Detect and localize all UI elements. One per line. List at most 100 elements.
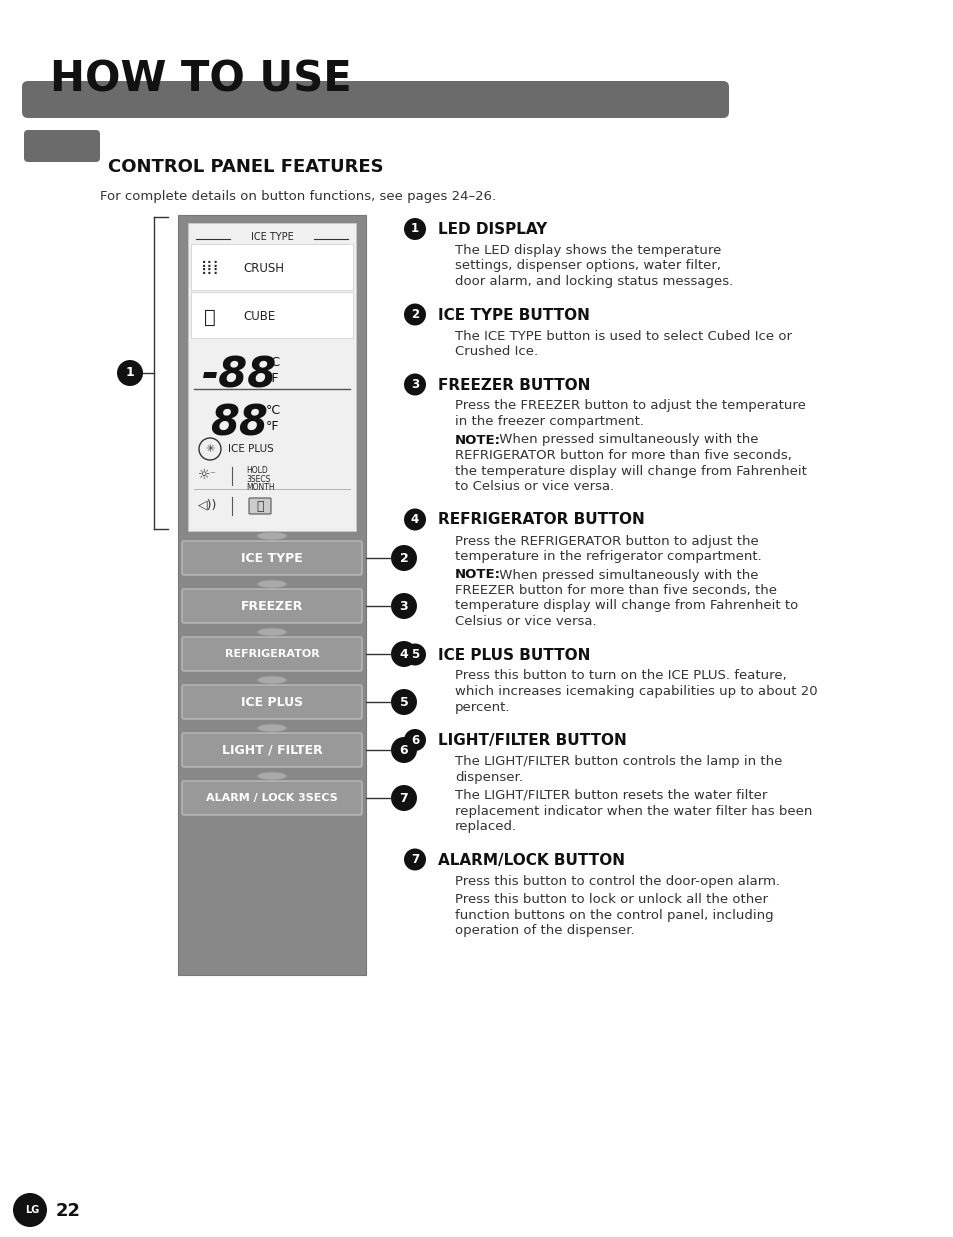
Text: 2: 2 bbox=[411, 308, 418, 320]
Text: 7: 7 bbox=[411, 854, 418, 866]
Circle shape bbox=[13, 1192, 47, 1227]
Circle shape bbox=[403, 508, 426, 531]
Text: FREEZER BUTTON: FREEZER BUTTON bbox=[437, 377, 590, 392]
Text: 🔒: 🔒 bbox=[256, 500, 263, 512]
Text: 〜: 〜 bbox=[204, 308, 215, 327]
Text: in the freezer compartment.: in the freezer compartment. bbox=[455, 414, 643, 428]
Text: When pressed simultaneously with the: When pressed simultaneously with the bbox=[495, 569, 758, 581]
Circle shape bbox=[403, 218, 426, 240]
Text: 1: 1 bbox=[126, 366, 134, 380]
Text: LIGHT/FILTER BUTTON: LIGHT/FILTER BUTTON bbox=[437, 734, 626, 748]
Text: ICE TYPE BUTTON: ICE TYPE BUTTON bbox=[437, 308, 589, 323]
Text: Press the REFRIGERATOR button to adjust the: Press the REFRIGERATOR button to adjust … bbox=[455, 534, 758, 548]
Circle shape bbox=[403, 729, 426, 751]
Text: °F: °F bbox=[266, 371, 279, 385]
Text: NOTE:: NOTE: bbox=[455, 433, 500, 447]
Text: ⁞⁞⁞: ⁞⁞⁞ bbox=[200, 260, 219, 278]
Text: ICE TYPE: ICE TYPE bbox=[251, 233, 294, 242]
Text: 3SECS: 3SECS bbox=[246, 475, 270, 484]
Text: When pressed simultaneously with the: When pressed simultaneously with the bbox=[495, 433, 758, 447]
Text: settings, dispenser options, water filter,: settings, dispenser options, water filte… bbox=[455, 260, 720, 272]
Ellipse shape bbox=[256, 675, 287, 684]
Text: dispenser.: dispenser. bbox=[455, 771, 522, 783]
Text: temperature display will change from Fahrenheit to: temperature display will change from Fah… bbox=[455, 600, 798, 612]
Text: temperature in the refrigerator compartment.: temperature in the refrigerator compartm… bbox=[455, 550, 760, 563]
FancyBboxPatch shape bbox=[188, 223, 355, 531]
Text: Press this button to turn on the ICE PLUS. feature,: Press this button to turn on the ICE PLU… bbox=[455, 669, 786, 683]
Text: 4: 4 bbox=[399, 647, 408, 661]
Text: ☼: ☼ bbox=[197, 468, 210, 482]
Text: Press this button to control the door-open alarm.: Press this button to control the door-op… bbox=[455, 875, 780, 887]
Text: function buttons on the control panel, including: function buttons on the control panel, i… bbox=[455, 908, 773, 922]
Text: ✳: ✳ bbox=[205, 444, 214, 454]
Circle shape bbox=[391, 737, 416, 763]
Circle shape bbox=[403, 643, 426, 666]
Text: 1: 1 bbox=[411, 223, 418, 235]
Circle shape bbox=[391, 689, 416, 715]
FancyBboxPatch shape bbox=[182, 637, 361, 670]
Text: ⁻: ⁻ bbox=[209, 470, 214, 480]
Text: replacement indicator when the water filter has been: replacement indicator when the water fil… bbox=[455, 804, 812, 818]
Text: ◁)): ◁)) bbox=[198, 499, 217, 512]
Text: ICE PLUS BUTTON: ICE PLUS BUTTON bbox=[437, 647, 590, 663]
Text: 5: 5 bbox=[399, 695, 408, 709]
Text: ICE PLUS: ICE PLUS bbox=[228, 444, 274, 454]
Text: ALARM / LOCK 3SECS: ALARM / LOCK 3SECS bbox=[206, 793, 337, 803]
Text: percent.: percent. bbox=[455, 700, 510, 714]
Text: The LIGHT/FILTER button controls the lamp in the: The LIGHT/FILTER button controls the lam… bbox=[455, 755, 781, 768]
Text: 22: 22 bbox=[56, 1202, 81, 1220]
Text: LG: LG bbox=[25, 1205, 39, 1215]
Circle shape bbox=[391, 785, 416, 811]
Text: The ICE TYPE button is used to select Cubed Ice or: The ICE TYPE button is used to select Cu… bbox=[455, 329, 791, 343]
Text: CONTROL PANEL FEATURES: CONTROL PANEL FEATURES bbox=[108, 158, 383, 176]
Text: HOW TO USE: HOW TO USE bbox=[50, 58, 352, 100]
Text: REFRIGERATOR: REFRIGERATOR bbox=[224, 649, 319, 659]
Ellipse shape bbox=[256, 532, 287, 541]
FancyBboxPatch shape bbox=[24, 130, 100, 162]
Text: to Celsius or vice versa.: to Celsius or vice versa. bbox=[455, 480, 614, 494]
Text: ICE TYPE: ICE TYPE bbox=[241, 552, 302, 564]
Text: REFRIGERATOR BUTTON: REFRIGERATOR BUTTON bbox=[437, 512, 644, 527]
Text: HOLD: HOLD bbox=[246, 466, 268, 475]
Ellipse shape bbox=[256, 724, 287, 732]
Text: °F: °F bbox=[266, 419, 279, 433]
Text: Celsius or vice versa.: Celsius or vice versa. bbox=[455, 615, 596, 628]
Circle shape bbox=[391, 546, 416, 571]
FancyBboxPatch shape bbox=[182, 734, 361, 767]
Text: Crushed Ice.: Crushed Ice. bbox=[455, 345, 537, 357]
Circle shape bbox=[403, 374, 426, 396]
Circle shape bbox=[391, 593, 416, 618]
Text: 4: 4 bbox=[411, 513, 418, 526]
FancyBboxPatch shape bbox=[178, 215, 366, 975]
FancyBboxPatch shape bbox=[182, 781, 361, 815]
Text: LED DISPLAY: LED DISPLAY bbox=[437, 221, 547, 238]
Text: °C: °C bbox=[266, 404, 281, 418]
FancyBboxPatch shape bbox=[182, 541, 361, 575]
Text: LIGHT / FILTER: LIGHT / FILTER bbox=[221, 743, 322, 757]
Text: NOTE:: NOTE: bbox=[455, 569, 500, 581]
Text: the temperature display will change from Fahrenheit: the temperature display will change from… bbox=[455, 465, 806, 477]
Ellipse shape bbox=[256, 580, 287, 588]
Text: Press the FREEZER button to adjust the temperature: Press the FREEZER button to adjust the t… bbox=[455, 400, 805, 412]
FancyBboxPatch shape bbox=[191, 244, 353, 289]
Text: CUBE: CUBE bbox=[243, 310, 275, 324]
Ellipse shape bbox=[256, 772, 287, 781]
FancyBboxPatch shape bbox=[249, 499, 271, 515]
Text: MONTH: MONTH bbox=[246, 482, 274, 492]
Text: 2: 2 bbox=[399, 552, 408, 564]
Text: 6: 6 bbox=[411, 734, 418, 746]
Text: which increases icemaking capabilities up to about 20: which increases icemaking capabilities u… bbox=[455, 685, 817, 698]
FancyBboxPatch shape bbox=[22, 80, 728, 118]
Text: The LIGHT/FILTER button resets the water filter: The LIGHT/FILTER button resets the water… bbox=[455, 789, 766, 802]
Text: For complete details on button functions, see pages 24–26.: For complete details on button functions… bbox=[100, 190, 496, 203]
FancyBboxPatch shape bbox=[191, 292, 353, 338]
Text: replaced.: replaced. bbox=[455, 820, 517, 833]
FancyBboxPatch shape bbox=[182, 589, 361, 623]
Text: -88: -88 bbox=[202, 354, 277, 396]
Text: 7: 7 bbox=[399, 792, 408, 804]
Ellipse shape bbox=[256, 628, 287, 636]
Text: 88: 88 bbox=[210, 402, 268, 444]
Circle shape bbox=[403, 849, 426, 871]
Text: 3: 3 bbox=[411, 379, 418, 391]
Circle shape bbox=[391, 641, 416, 667]
